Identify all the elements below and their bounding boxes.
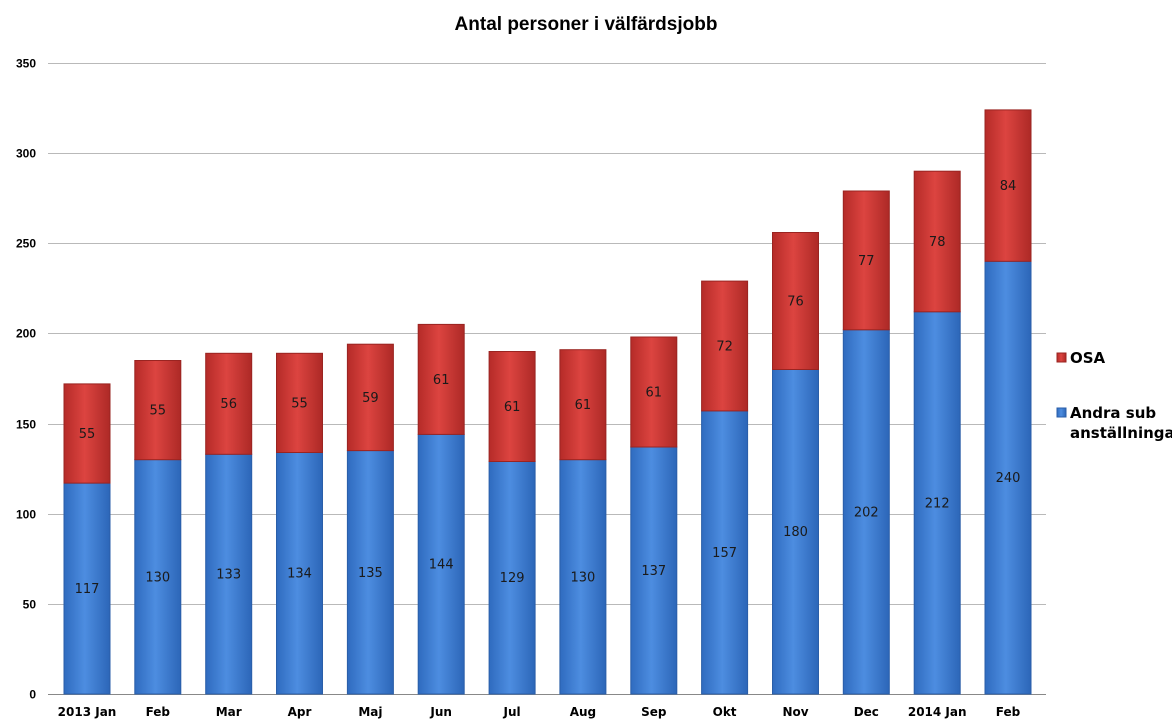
- data-label: 76: [787, 295, 804, 310]
- data-label: 61: [575, 398, 592, 413]
- data-label: 84: [1000, 179, 1017, 194]
- data-labels: 117 55 130 55 133 56 134 55 135 59 144 61 129 61 130 61…: [75, 179, 1021, 597]
- data-label: 180: [783, 525, 808, 540]
- x-tick-label: Mar: [216, 705, 242, 719]
- y-axis-tick-labels: 0 50 100 150 200 250 300 350: [16, 57, 36, 702]
- data-label: 212: [925, 496, 950, 511]
- data-label: 78: [929, 235, 946, 250]
- x-tick-label: Dec: [854, 705, 879, 719]
- data-label: 137: [641, 564, 666, 579]
- legend: OSA Andra sub anställninga: [1056, 349, 1172, 442]
- bar-segment-osa: [346, 343, 394, 452]
- bar-segment-osa: [205, 352, 253, 455]
- data-label: 144: [429, 558, 454, 573]
- x-axis-tick-labels: 2013 Jan Feb Mar Apr Maj Jun Jul Aug Sep Okt Nov De…: [58, 705, 1021, 719]
- bar-segment-osa: [630, 336, 678, 448]
- bar-segment-andra: [488, 460, 536, 695]
- data-label: 117: [75, 582, 100, 597]
- data-label: 55: [79, 427, 96, 442]
- bar-segment-andra: [417, 433, 465, 695]
- y-tick-label: 200: [16, 327, 36, 341]
- x-tick-label: Sep: [641, 705, 667, 719]
- bar-segment-osa: [417, 323, 465, 435]
- chart-title: Antal personer i välfärdsjobb: [455, 14, 718, 35]
- bar-segment-osa: [63, 383, 111, 484]
- y-tick-label: 50: [23, 598, 37, 612]
- y-tick-label: 300: [16, 147, 36, 161]
- bar-segment-andra: [913, 311, 961, 695]
- legend-swatch-andra: [1056, 407, 1067, 418]
- legend-label: anställninga: [1070, 424, 1172, 442]
- y-tick-label: 250: [16, 237, 36, 251]
- bar-segment-andra: [842, 329, 890, 695]
- bar-segment-osa: [134, 360, 182, 461]
- data-label: 129: [500, 571, 525, 586]
- data-label: 61: [504, 400, 521, 415]
- bar-segment-andra: [134, 459, 182, 695]
- bar-segment-andra: [630, 446, 678, 695]
- bar-segment-andra: [772, 369, 819, 695]
- data-label: 56: [220, 397, 237, 412]
- bars: [63, 109, 1032, 695]
- data-label: 59: [362, 391, 379, 406]
- bar-segment-andra: [701, 410, 749, 695]
- data-label: 133: [216, 568, 241, 583]
- data-label: 72: [716, 340, 733, 355]
- bar-segment-andra: [346, 450, 394, 695]
- gridlines: [48, 63, 1046, 695]
- x-tick-label: Nov: [782, 705, 808, 719]
- bar-segment-osa: [701, 280, 749, 412]
- data-label: 157: [712, 546, 737, 561]
- y-tick-label: 150: [16, 418, 36, 432]
- x-tick-label: 2014 Jan: [908, 705, 967, 719]
- bar-segment-osa: [842, 190, 890, 331]
- x-tick-label: Aug: [570, 705, 596, 719]
- data-label: 135: [358, 566, 383, 581]
- x-tick-label: Jun: [429, 705, 452, 719]
- data-label: 55: [150, 404, 167, 419]
- bar-segment-osa: [913, 170, 961, 313]
- bar-segment-osa: [772, 232, 819, 370]
- y-tick-label: 350: [16, 57, 36, 71]
- data-label: 134: [287, 567, 312, 582]
- bar-segment-osa: [984, 109, 1032, 262]
- x-tick-label: Feb: [996, 705, 1021, 719]
- legend-swatch-osa: [1056, 352, 1067, 363]
- data-label: 61: [646, 386, 663, 401]
- data-label: 202: [854, 505, 879, 520]
- data-label: 77: [858, 254, 875, 269]
- x-tick-label: Jul: [503, 705, 521, 719]
- legend-label: Andra sub: [1070, 404, 1156, 422]
- bar-segment-andra: [205, 453, 253, 695]
- x-tick-label: Apr: [288, 705, 312, 719]
- y-tick-label: 0: [29, 688, 36, 702]
- bar-segment-osa: [488, 351, 536, 462]
- legend-label: OSA: [1070, 349, 1106, 367]
- x-tick-label: Feb: [146, 705, 171, 719]
- x-tick-label: Maj: [358, 705, 382, 719]
- bar-segment-osa: [276, 352, 323, 453]
- bar-segment-osa: [559, 349, 607, 461]
- data-label: 130: [145, 570, 170, 585]
- bar-segment-andra: [984, 260, 1032, 695]
- data-label: 55: [291, 396, 308, 411]
- x-tick-label: Okt: [713, 705, 737, 719]
- bar-segment-andra: [63, 482, 111, 695]
- y-tick-label: 100: [16, 508, 36, 522]
- x-tick-label: 2013 Jan: [58, 705, 117, 719]
- data-label: 130: [570, 570, 595, 585]
- data-label: 61: [433, 373, 450, 388]
- data-label: 240: [996, 471, 1021, 486]
